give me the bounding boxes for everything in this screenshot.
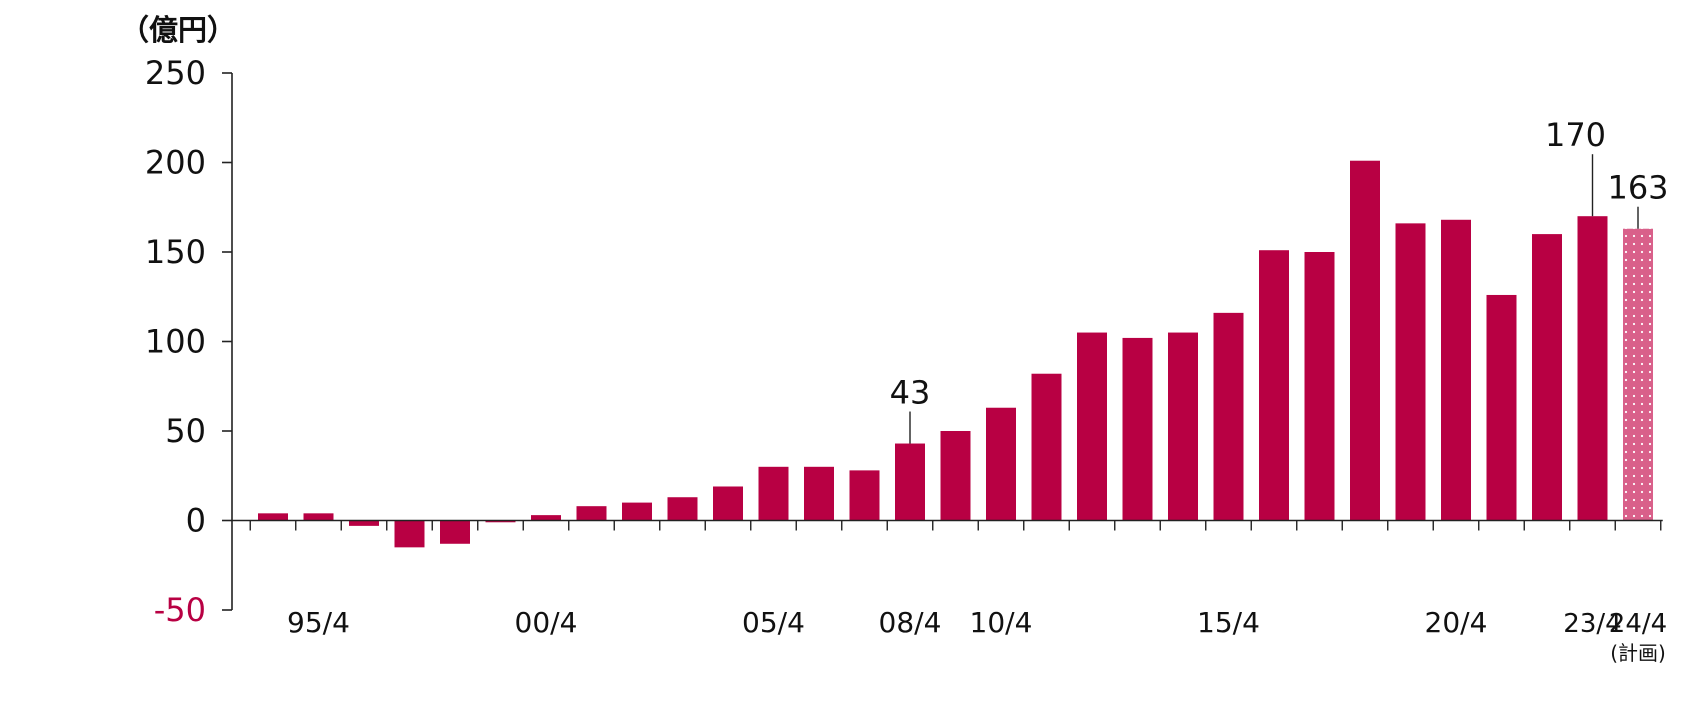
bar bbox=[349, 520, 379, 526]
annotation-value-label: 43 bbox=[890, 374, 931, 412]
x-tick-label: 23/4 bbox=[1563, 609, 1621, 639]
bar-planned bbox=[1623, 228, 1653, 521]
bar bbox=[485, 520, 516, 523]
bar bbox=[1259, 250, 1289, 521]
bar bbox=[713, 486, 743, 521]
bar bbox=[1213, 312, 1244, 521]
bar bbox=[1577, 216, 1608, 521]
y-tick-label: 200 bbox=[145, 144, 206, 182]
bar bbox=[394, 520, 425, 548]
x-tick-label: 05/4 bbox=[742, 606, 805, 639]
bar bbox=[1441, 219, 1471, 521]
x-tick-label: 95/4 bbox=[287, 606, 350, 639]
bar bbox=[1350, 160, 1380, 521]
bar bbox=[1486, 294, 1517, 521]
x-tick-label: 10/4 bbox=[970, 606, 1033, 639]
bar bbox=[667, 497, 698, 521]
bar bbox=[576, 506, 607, 521]
bar bbox=[258, 513, 288, 521]
bar bbox=[1077, 332, 1107, 521]
bar bbox=[531, 515, 561, 521]
bar bbox=[986, 407, 1016, 521]
y-tick-label: 150 bbox=[145, 233, 206, 271]
x-tick-label: 00/4 bbox=[515, 606, 578, 639]
bar bbox=[804, 466, 834, 521]
bar bbox=[849, 470, 880, 521]
bar bbox=[758, 466, 789, 521]
y-axis-unit-label: （億円） bbox=[120, 13, 236, 47]
x-tick-label: 24/4 bbox=[1609, 609, 1667, 639]
bar bbox=[303, 513, 334, 521]
annotation-value-label: 163 bbox=[1607, 169, 1668, 207]
bar bbox=[1031, 373, 1062, 521]
bar bbox=[1168, 332, 1198, 521]
x-tick-sublabel: (計画) bbox=[1610, 641, 1666, 665]
y-tick-label: 0 bbox=[186, 502, 206, 540]
bar bbox=[622, 502, 652, 521]
bar bbox=[1395, 223, 1426, 521]
x-tick-label: 15/4 bbox=[1197, 606, 1260, 639]
x-tick-label: 08/4 bbox=[879, 606, 942, 639]
y-tick-label: 100 bbox=[145, 323, 206, 361]
bar bbox=[1532, 234, 1562, 521]
y-tick-label: 250 bbox=[145, 54, 206, 92]
annotation-value-label: 170 bbox=[1545, 116, 1606, 154]
bar bbox=[1304, 252, 1335, 521]
y-tick-label: -50 bbox=[154, 591, 206, 629]
y-tick-label: 50 bbox=[165, 412, 206, 450]
bar bbox=[440, 520, 470, 544]
bar bbox=[1122, 337, 1153, 521]
bar bbox=[940, 431, 971, 521]
bar bbox=[895, 443, 925, 521]
x-tick-label: 20/4 bbox=[1425, 606, 1488, 639]
